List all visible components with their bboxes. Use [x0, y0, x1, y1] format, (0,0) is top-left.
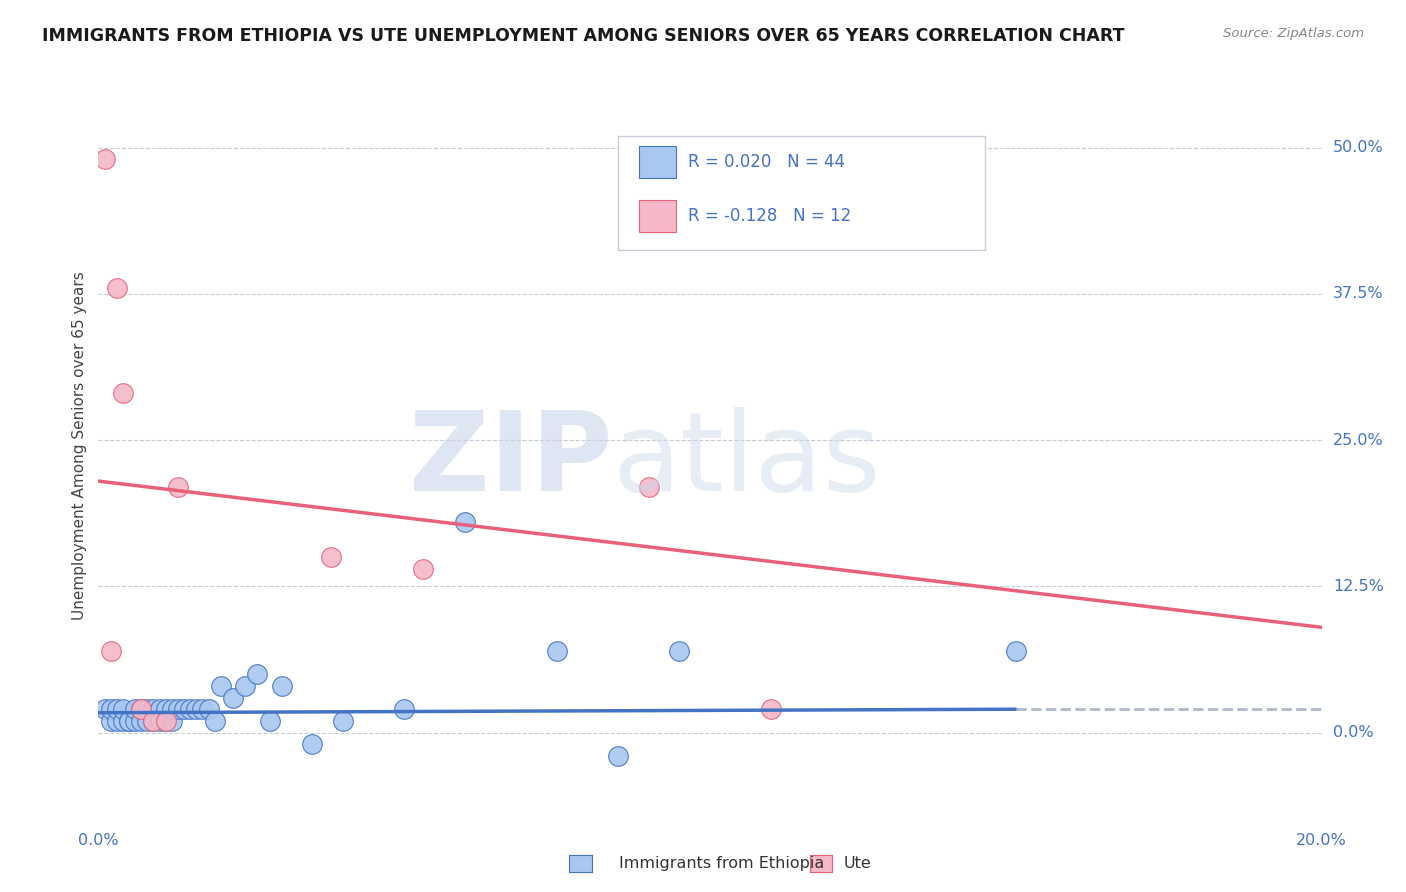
- Point: [136, 714, 159, 728]
- Point: [111, 714, 134, 728]
- Point: [105, 714, 128, 728]
- FancyBboxPatch shape: [640, 200, 676, 232]
- Point: [142, 702, 165, 716]
- Point: [607, 749, 630, 764]
- Point: [222, 690, 245, 705]
- Point: [124, 714, 146, 728]
- Text: 0.0%: 0.0%: [1333, 725, 1374, 740]
- Point: [100, 702, 122, 716]
- Text: 25.0%: 25.0%: [1333, 433, 1384, 448]
- Point: [454, 515, 477, 529]
- Point: [392, 702, 416, 716]
- Text: R = 0.020   N = 44: R = 0.020 N = 44: [688, 153, 845, 171]
- Point: [246, 667, 269, 681]
- Point: [209, 679, 232, 693]
- Point: [546, 644, 568, 658]
- Point: [105, 281, 128, 295]
- Point: [142, 714, 165, 728]
- Point: [191, 702, 214, 716]
- FancyBboxPatch shape: [640, 146, 676, 178]
- Point: [173, 702, 195, 716]
- Text: 12.5%: 12.5%: [1333, 579, 1384, 594]
- Point: [412, 562, 434, 576]
- Text: Ute: Ute: [844, 856, 872, 871]
- Point: [118, 714, 141, 728]
- Point: [270, 679, 292, 693]
- Point: [129, 714, 152, 728]
- Text: IMMIGRANTS FROM ETHIOPIA VS UTE UNEMPLOYMENT AMONG SENIORS OVER 65 YEARS CORRELA: IMMIGRANTS FROM ETHIOPIA VS UTE UNEMPLOY…: [42, 27, 1125, 45]
- Point: [155, 714, 177, 728]
- Text: Immigrants from Ethiopia: Immigrants from Ethiopia: [619, 856, 824, 871]
- Point: [233, 679, 256, 693]
- Point: [668, 644, 690, 658]
- Point: [100, 714, 122, 728]
- Point: [759, 702, 782, 716]
- Point: [149, 702, 172, 716]
- Point: [160, 714, 183, 728]
- Point: [319, 550, 342, 565]
- Text: 0.0%: 0.0%: [79, 833, 118, 848]
- Point: [155, 702, 177, 716]
- Text: ZIP: ZIP: [409, 407, 612, 514]
- Point: [105, 702, 128, 716]
- Point: [167, 702, 190, 716]
- Point: [332, 714, 354, 728]
- Y-axis label: Unemployment Among Seniors over 65 years: Unemployment Among Seniors over 65 years: [72, 272, 87, 620]
- Point: [129, 702, 152, 716]
- Point: [111, 386, 134, 401]
- Text: 50.0%: 50.0%: [1333, 140, 1384, 155]
- Point: [111, 702, 134, 716]
- Point: [93, 153, 115, 167]
- Point: [124, 702, 146, 716]
- Text: atlas: atlas: [612, 407, 880, 514]
- Text: Source: ZipAtlas.com: Source: ZipAtlas.com: [1223, 27, 1364, 40]
- Point: [259, 714, 281, 728]
- FancyBboxPatch shape: [619, 136, 986, 250]
- Point: [179, 702, 201, 716]
- Point: [100, 644, 122, 658]
- Point: [301, 737, 323, 751]
- Point: [149, 714, 172, 728]
- Point: [167, 480, 190, 494]
- Point: [197, 702, 219, 716]
- Point: [93, 702, 115, 716]
- Point: [204, 714, 226, 728]
- Point: [1004, 644, 1026, 658]
- Point: [118, 714, 141, 728]
- Point: [155, 714, 177, 728]
- Point: [142, 714, 165, 728]
- Point: [136, 702, 159, 716]
- Text: 37.5%: 37.5%: [1333, 286, 1384, 301]
- Point: [186, 702, 208, 716]
- Point: [637, 480, 661, 494]
- Point: [129, 702, 152, 716]
- Point: [160, 702, 183, 716]
- Text: 20.0%: 20.0%: [1296, 833, 1347, 848]
- Text: R = -0.128   N = 12: R = -0.128 N = 12: [688, 207, 851, 225]
